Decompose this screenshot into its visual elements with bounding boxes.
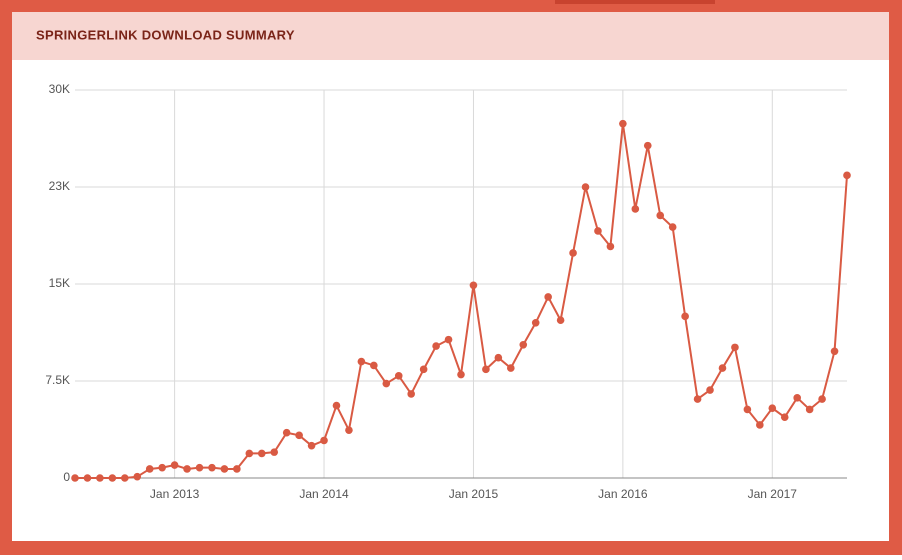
data-point <box>419 365 428 374</box>
data-point <box>494 353 503 362</box>
data-point <box>507 364 515 372</box>
data-point <box>245 449 254 458</box>
data-point <box>270 448 279 456</box>
data-point <box>108 474 117 482</box>
data-point <box>693 395 702 403</box>
data-point <box>706 386 714 394</box>
data-point <box>793 394 801 402</box>
data-point <box>843 171 851 180</box>
data-point <box>83 474 92 482</box>
data-point <box>631 205 640 213</box>
data-point <box>382 379 391 388</box>
data-point <box>145 465 154 473</box>
y-tick-label: 7.5K <box>45 373 70 387</box>
data-point <box>718 364 727 372</box>
data-point <box>158 463 166 472</box>
data-point <box>643 141 652 150</box>
data-point <box>556 316 565 325</box>
data-point <box>469 281 478 290</box>
data-point <box>357 357 366 366</box>
x-tick-label: Jan 2017 <box>748 487 798 501</box>
chart-title: SPRINGERLINK DOWNLOAD SUMMARY <box>36 27 295 42</box>
data-point <box>71 474 79 482</box>
x-tick-label: Jan 2015 <box>449 487 499 501</box>
data-point <box>830 347 839 356</box>
data-point <box>805 405 814 414</box>
data-point <box>282 428 291 437</box>
data-point <box>743 405 752 414</box>
data-point <box>345 426 353 434</box>
data-point <box>133 472 142 481</box>
data-point <box>432 342 440 350</box>
data-point <box>581 183 590 191</box>
data-point <box>407 390 415 398</box>
data-point <box>619 119 627 128</box>
data-point <box>544 293 552 301</box>
data-point <box>768 404 777 412</box>
data-point <box>482 365 490 374</box>
data-point <box>569 249 577 257</box>
data-point <box>370 361 378 370</box>
data-point <box>183 465 191 473</box>
data-point <box>320 436 328 445</box>
data-point <box>208 463 216 472</box>
x-tick-label: Jan 2013 <box>150 487 200 501</box>
data-point <box>394 372 403 380</box>
panel-header <box>12 12 889 60</box>
data-point <box>121 474 129 482</box>
data-point <box>606 242 615 251</box>
panel <box>12 12 889 541</box>
data-point <box>457 370 465 379</box>
data-point <box>668 223 677 231</box>
y-tick-label: 23K <box>49 179 70 193</box>
data-point <box>307 441 316 450</box>
data-point <box>531 319 540 327</box>
data-point <box>656 211 665 220</box>
data-point <box>195 463 204 472</box>
data-point <box>295 431 303 440</box>
data-point <box>220 465 229 473</box>
tab-marker <box>555 0 715 4</box>
x-tick-label: Jan 2016 <box>598 487 648 501</box>
y-tick-label: 0 <box>63 470 70 484</box>
data-point <box>731 343 739 352</box>
data-point <box>681 312 689 321</box>
x-tick-label: Jan 2014 <box>299 487 349 501</box>
data-point <box>233 465 241 473</box>
data-point <box>170 461 179 469</box>
data-point <box>519 340 528 349</box>
data-point <box>332 401 341 410</box>
y-tick-label: 15K <box>49 276 70 290</box>
data-point <box>96 474 104 482</box>
y-tick-label: 30K <box>49 82 70 96</box>
data-point <box>257 449 266 458</box>
data-point <box>444 335 453 344</box>
plot: Jan 2013 Jan 2014 Jan 2015 Jan 2016 Jan 2017… <box>45 82 851 501</box>
data-point <box>594 227 602 235</box>
data-point <box>756 421 764 429</box>
data-point <box>818 395 826 403</box>
data-point <box>780 413 789 422</box>
